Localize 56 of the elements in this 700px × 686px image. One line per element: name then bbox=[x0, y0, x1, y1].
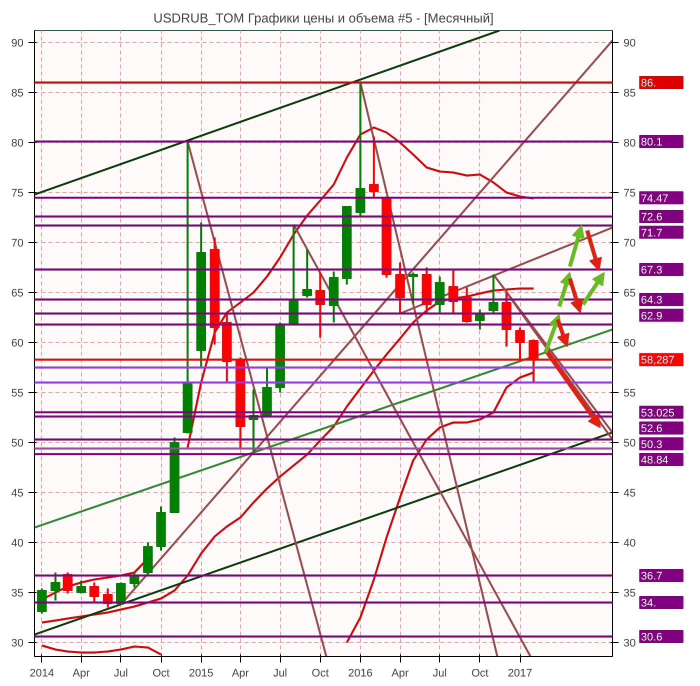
y-tick-label: 90 bbox=[11, 38, 24, 50]
x-tick-label: Jul bbox=[273, 668, 288, 680]
y2-tick-label: 30 bbox=[624, 638, 636, 650]
x-tick-label: Oct bbox=[312, 668, 329, 680]
ref-line-label: 50.3 bbox=[640, 438, 662, 451]
y2-tick-label: 70 bbox=[624, 238, 636, 250]
y-tick-label: 40 bbox=[11, 538, 24, 550]
ref-line-label: 53.025 bbox=[640, 407, 675, 420]
y-tick-label: 30 bbox=[11, 638, 24, 650]
y2-tick-label: 55 bbox=[624, 388, 636, 400]
ref-line-label: 36.7 bbox=[640, 570, 662, 582]
x-tick-label: Jul bbox=[432, 668, 447, 680]
ref-line-label: 74.47 bbox=[640, 192, 668, 205]
ref-line-label: 64.3 bbox=[640, 294, 662, 306]
y-tick-label: 65 bbox=[11, 288, 24, 300]
x-tick-label: Apr bbox=[392, 668, 409, 680]
y-tick-label: 70 bbox=[11, 238, 24, 250]
ref-line-label: 71.7 bbox=[640, 227, 662, 240]
y2-tick-label: 65 bbox=[624, 288, 636, 300]
x-tick-label: 2015 bbox=[188, 668, 214, 680]
x-tick-label: Apr bbox=[232, 668, 250, 680]
ref-line-label: 72.6 bbox=[640, 212, 662, 224]
y2-tick-label: 50 bbox=[624, 438, 636, 450]
ref-line-label: 48.84 bbox=[640, 454, 668, 467]
ref-line-label: 58,287 bbox=[640, 354, 675, 367]
ref-line-label: 34. bbox=[640, 598, 656, 610]
y-tick-label: 60 bbox=[11, 338, 24, 350]
x-tick-label: Jul bbox=[114, 668, 128, 680]
y-tick-label: 55 bbox=[11, 388, 24, 400]
x-tick-label: Oct bbox=[471, 668, 488, 680]
y-tick-label: 80 bbox=[11, 138, 24, 150]
y2-tick-label: 40 bbox=[624, 538, 636, 550]
y2-tick-label: 35 bbox=[624, 588, 636, 600]
x-tick-label: Apr bbox=[72, 668, 90, 680]
chart-title: USDRUB_TOM Графики цены и объема #5 - [Месячный] bbox=[153, 10, 494, 26]
x-tick-label: 2014 bbox=[30, 668, 54, 680]
x-tick-label: 2017 bbox=[508, 668, 532, 680]
ref-line-label: 62.9 bbox=[640, 310, 662, 322]
y-tick-label: 75 bbox=[11, 188, 24, 200]
y-tick-label: 45 bbox=[11, 488, 24, 500]
y2-tick-label: 75 bbox=[624, 188, 636, 200]
y2-tick-label: 80 bbox=[624, 138, 636, 150]
y-tick-label: 85 bbox=[11, 88, 24, 100]
x-tick-label: 2016 bbox=[348, 668, 373, 680]
y-tick-label: 35 bbox=[11, 588, 24, 600]
ref-line-label: 80.1 bbox=[640, 136, 662, 148]
y2-tick-label: 85 bbox=[624, 88, 636, 100]
ref-line-label: 30.6 bbox=[640, 632, 662, 644]
ref-line-label: 86. bbox=[640, 78, 656, 90]
y2-tick-label: 60 bbox=[624, 338, 636, 350]
y-tick-label: 50 bbox=[11, 438, 24, 450]
y2-tick-label: 45 bbox=[624, 488, 636, 500]
x-tick-label: Oct bbox=[152, 668, 170, 680]
ref-line-label: 67.3 bbox=[640, 264, 662, 276]
legend-label: 52.6 bbox=[640, 423, 662, 436]
y2-tick-label: 90 bbox=[624, 38, 636, 50]
